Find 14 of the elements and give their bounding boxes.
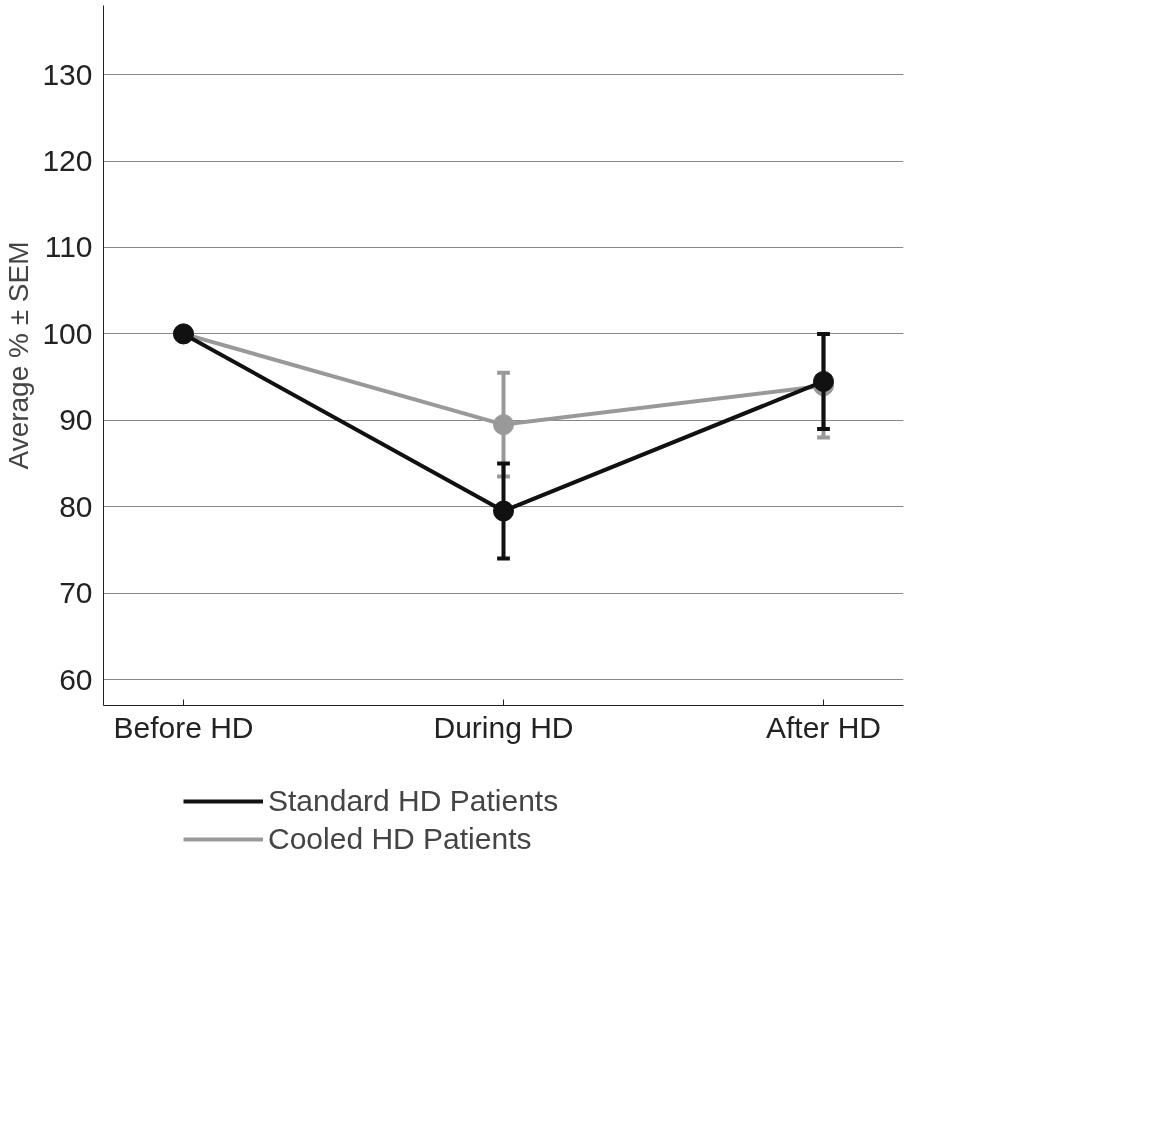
y-tick-label: 110 [44,230,93,264]
x-tick-label: After HD [765,710,882,744]
y-tick-label: 70 [59,576,93,610]
y-tick-label: 120 [42,144,93,178]
y-axis-title: Average % ± SEM [3,241,35,470]
legend-label: Standard HD Patients [268,784,559,818]
x-tick-label: During HD [433,710,574,744]
legend-label: Cooled HD Patients [268,822,532,856]
y-tick-label: 90 [59,403,93,437]
y-tick-label: 100 [42,316,93,350]
x-tick-label: Before HD [113,710,254,744]
y-tick-label: 130 [42,57,93,91]
y-tick-label: 80 [59,489,93,523]
y-tick-label: 60 [59,662,93,696]
